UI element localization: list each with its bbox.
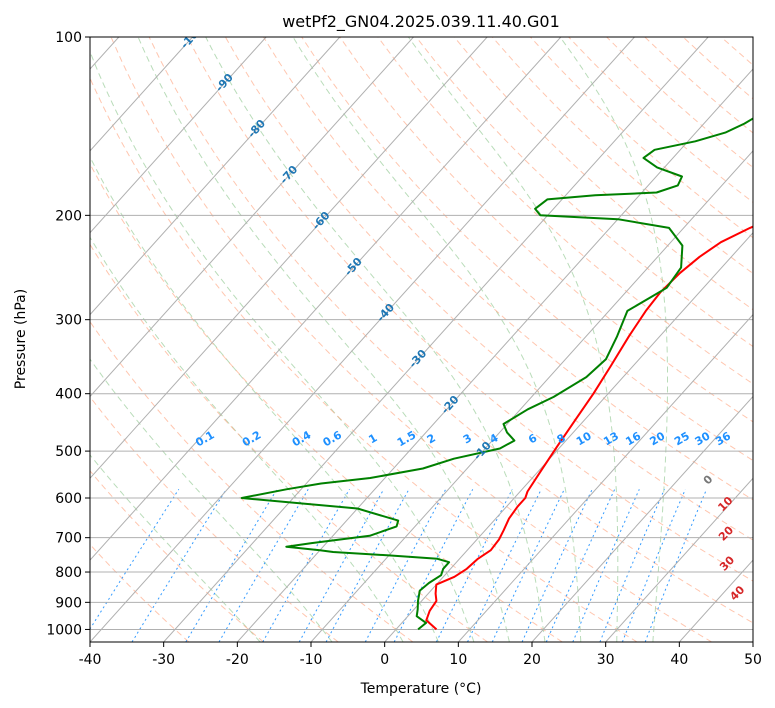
temperature-profile-line xyxy=(425,225,753,631)
chart-title: wetPf2_GN04.2025.039.11.40.G01 xyxy=(282,12,560,32)
y-axis-ticks: 100 200 300 400 500 600 700 800 900 1000 xyxy=(46,30,90,638)
plot-frame xyxy=(89,36,754,643)
isotherm-line xyxy=(90,37,488,480)
dry-adiabat-line xyxy=(415,37,753,348)
mixing-ratio-line xyxy=(364,489,447,642)
x-tick-label: 30 xyxy=(597,652,615,668)
x-tick-label: -30 xyxy=(152,652,175,668)
moist-adiabat-line xyxy=(205,37,546,642)
y-tick-label: 300 xyxy=(55,313,82,329)
y-tick-label: 400 xyxy=(55,387,82,403)
isotherm-line xyxy=(90,37,635,642)
mixing-ratio-line xyxy=(218,489,309,642)
x-tick-label: -40 xyxy=(79,652,102,668)
y-tick-label: 600 xyxy=(55,491,82,507)
moist-adiabat-line xyxy=(292,37,582,642)
x-tick-label: 50 xyxy=(744,652,762,668)
moist-adiabat-line xyxy=(90,454,261,642)
x-tick-label: 40 xyxy=(670,652,688,668)
isotherm-line xyxy=(90,37,193,152)
y-tick-label: 1000 xyxy=(46,622,82,638)
x-tick-label: -10 xyxy=(300,652,323,668)
mixing-ratio-line xyxy=(545,489,616,642)
dry-adiabat-line xyxy=(148,37,753,624)
moist-adiabat-line xyxy=(90,156,439,642)
plot-area: -100-90-80-70-60-50-40-30-20-100.10.20.4… xyxy=(90,37,753,642)
moist-adiabat-line xyxy=(559,37,668,642)
mixing-ratio-line xyxy=(599,489,665,642)
y-tick-label: 900 xyxy=(55,595,82,611)
isotherm-line xyxy=(90,37,341,316)
dry-adiabat-line xyxy=(90,162,563,642)
mixing-ratio-line xyxy=(491,489,565,642)
y-axis-title: Pressure (hPa) xyxy=(13,289,29,389)
dry-adiabat-line xyxy=(90,396,339,642)
isotherm-line xyxy=(163,37,709,642)
dry-adiabat-line xyxy=(110,37,712,642)
y-tick-label: 500 xyxy=(55,444,82,460)
moist-adiabat-line xyxy=(137,37,510,642)
y-tick-label: 700 xyxy=(55,531,82,547)
mixing-ratio-line xyxy=(572,489,640,642)
mixing-ratio-line xyxy=(131,489,227,642)
isotherm-line xyxy=(310,150,753,642)
x-axis-title: Temperature (°C) xyxy=(360,681,482,697)
x-tick-label: 10 xyxy=(449,652,467,668)
mixing-ratio-line xyxy=(185,489,278,642)
mixing-ratio-line xyxy=(644,489,707,642)
dry-adiabat-line xyxy=(90,243,488,642)
x-tick-label: 20 xyxy=(523,652,541,668)
mixing-ratio-lines xyxy=(90,489,707,642)
dry-adiabat-line xyxy=(377,37,753,385)
x-axis-ticks: -40 -30 -20 -10 0 10 20 30 40 50 xyxy=(79,642,762,668)
mixing-ratio-line xyxy=(621,489,686,642)
y-tick-label: 800 xyxy=(55,565,82,581)
isotherm-line xyxy=(457,313,753,642)
dry-adiabat-line xyxy=(453,37,753,311)
dry-adiabat-line xyxy=(90,543,190,642)
isotherm-line xyxy=(605,477,753,642)
moist-adiabat-line xyxy=(90,358,333,642)
moist-adiabat-line xyxy=(90,236,404,642)
isotherm-line xyxy=(90,37,267,234)
isotherm-line xyxy=(531,395,753,642)
x-tick-label: 0 xyxy=(380,652,389,668)
moist-adiabat-line xyxy=(90,50,475,642)
isotherm-line xyxy=(384,231,753,642)
isotherm-line xyxy=(90,37,414,398)
mixing-ratio-line xyxy=(521,489,593,642)
dewpoint-profile-line xyxy=(240,117,753,631)
y-tick-label: 100 xyxy=(55,30,82,46)
x-tick-label: -20 xyxy=(226,652,249,668)
profile-series xyxy=(240,117,753,631)
mixing-ratio-line xyxy=(325,489,410,642)
dry-adiabat-line xyxy=(90,470,264,642)
isotherm-line xyxy=(90,37,562,561)
y-tick-label: 200 xyxy=(55,208,82,224)
